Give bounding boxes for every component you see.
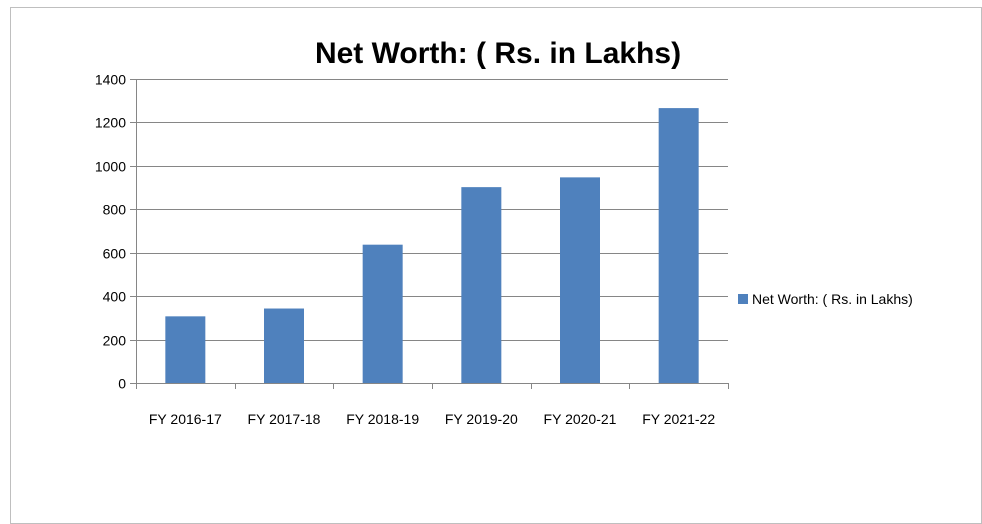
x-tick-label: FY 2021-22 xyxy=(642,411,715,427)
bar xyxy=(264,308,304,383)
y-tick-label: 1000 xyxy=(95,159,126,175)
y-tick-label: 1400 xyxy=(95,72,126,88)
chart-title: Net Worth: ( Rs. in Lakhs) xyxy=(315,37,681,70)
y-tick-label: 800 xyxy=(103,202,127,218)
y-tick-label: 1200 xyxy=(95,115,126,131)
bar xyxy=(560,177,600,383)
x-tick-label: FY 2019-20 xyxy=(445,411,518,427)
x-tick-label: FY 2020-21 xyxy=(544,411,617,427)
y-tick-label: 0 xyxy=(118,376,126,392)
y-tick-label: 600 xyxy=(103,246,127,262)
y-tick-label: 400 xyxy=(103,289,127,305)
gridlines xyxy=(130,79,728,384)
y-tick-labels: 0 200 400 600 800 1000 1200 1400 xyxy=(95,72,126,392)
x-tick-labels: FY 2016-17 FY 2017-18 FY 2018-19 FY 2019-20… xyxy=(149,411,715,427)
bar xyxy=(362,244,403,383)
bar xyxy=(165,316,206,383)
bar xyxy=(461,187,502,383)
legend: Net Worth: ( Rs. in Lakhs) xyxy=(738,291,913,307)
x-tick-label: FY 2016-17 xyxy=(149,411,222,427)
axes xyxy=(136,79,729,389)
bar xyxy=(658,108,699,384)
x-tick-label: FY 2017-18 xyxy=(248,411,321,427)
legend-swatch xyxy=(738,294,748,304)
legend-label: Net Worth: ( Rs. in Lakhs) xyxy=(752,291,913,307)
y-tick-label: 200 xyxy=(103,333,127,349)
bars xyxy=(165,108,699,384)
x-tick-label: FY 2018-19 xyxy=(346,411,419,427)
